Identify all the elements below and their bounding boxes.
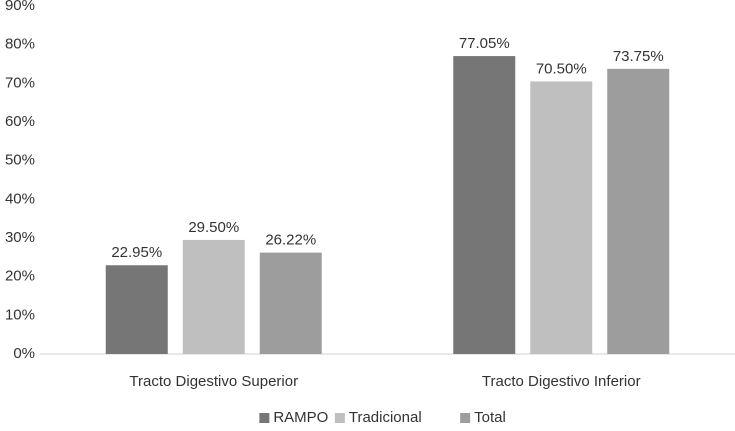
y-tick-label: 50% xyxy=(5,152,35,169)
y-tick-label: 90% xyxy=(5,0,35,14)
y-tick-label: 30% xyxy=(5,229,35,246)
value-label: 29.50% xyxy=(188,219,239,236)
value-label: 22.95% xyxy=(111,244,162,261)
y-tick-label: 10% xyxy=(5,306,35,323)
legend-swatch xyxy=(259,413,270,423)
legend-label: RAMPO xyxy=(273,409,328,426)
y-tick-label: 20% xyxy=(5,268,35,285)
value-label: 77.05% xyxy=(459,35,510,52)
bar xyxy=(530,81,593,355)
bar xyxy=(607,68,670,354)
bar xyxy=(259,252,322,354)
bar xyxy=(182,239,245,354)
bar xyxy=(105,265,168,354)
value-label: 70.50% xyxy=(536,60,587,77)
value-label: 26.22% xyxy=(265,232,316,249)
legend-swatch xyxy=(460,413,471,423)
y-tick-label: 60% xyxy=(5,113,35,130)
y-tick-label: 70% xyxy=(5,74,35,91)
y-tick-label: 80% xyxy=(5,36,35,53)
value-label: 73.75% xyxy=(613,48,664,65)
y-tick-label: 0% xyxy=(13,345,35,362)
legend-swatch xyxy=(334,413,345,423)
x-tick-label: Tracto Digestivo Superior xyxy=(129,373,298,390)
legend-label: Total xyxy=(474,409,506,426)
bar xyxy=(453,56,516,354)
y-tick-label: 40% xyxy=(5,190,35,207)
x-tick-label: Tracto Digestivo Inferior xyxy=(482,373,641,390)
legend-label: Tradicional xyxy=(349,409,422,426)
